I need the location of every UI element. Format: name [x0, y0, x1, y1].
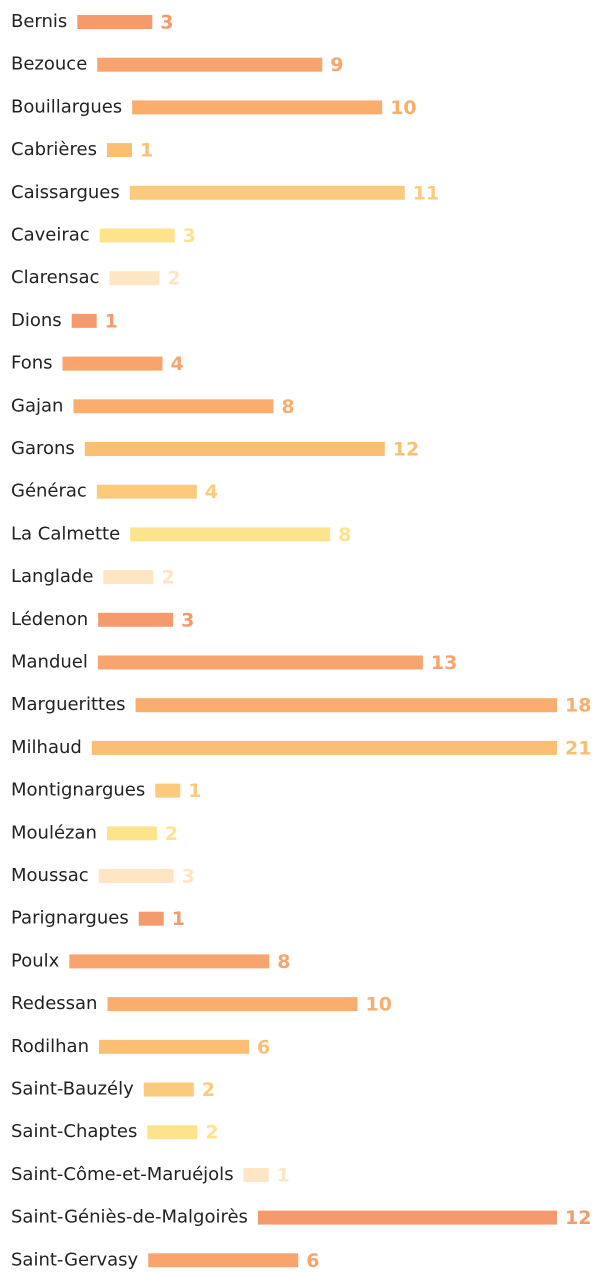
category-label: Saint-Chaptes — [11, 1121, 137, 1142]
category-label: Générac — [11, 481, 87, 502]
bar — [98, 869, 174, 883]
category-label: Clarensac — [11, 267, 99, 288]
bar — [69, 954, 270, 969]
bar — [73, 399, 274, 414]
bar — [135, 698, 557, 713]
bar — [91, 740, 557, 755]
category-label: Moulézan — [11, 822, 97, 843]
value-label: 3 — [183, 225, 196, 247]
bar — [96, 484, 197, 499]
value-label: 4 — [205, 481, 218, 503]
category-label: Parignargues — [11, 908, 129, 929]
value-label: 2 — [167, 268, 180, 290]
bar — [77, 15, 153, 29]
bar — [129, 185, 405, 200]
bar — [97, 57, 323, 72]
bar — [155, 783, 181, 798]
bar — [106, 826, 157, 841]
category-label: Dions — [11, 310, 62, 331]
value-label: 4 — [171, 353, 184, 375]
category-label: Saint-Gervasy — [11, 1249, 139, 1270]
value-label: 2 — [205, 1122, 218, 1144]
value-label: 1 — [172, 908, 185, 930]
category-label: Milhaud — [11, 737, 82, 758]
category-label: Moussac — [11, 865, 89, 886]
category-label: Montignargues — [11, 780, 145, 801]
value-label: 12 — [565, 1207, 591, 1229]
bar — [243, 1167, 269, 1182]
category-label: Poulx — [11, 950, 60, 971]
value-label: 11 — [413, 182, 439, 204]
bar — [132, 100, 383, 115]
bar — [147, 1125, 198, 1140]
category-label: Marguerittes — [11, 694, 126, 715]
category-label: Bouillargues — [11, 96, 122, 117]
value-label: 10 — [365, 994, 391, 1016]
value-label: 3 — [160, 12, 173, 34]
category-label: Redessan — [11, 993, 97, 1014]
value-label: 21 — [565, 737, 591, 759]
bar — [71, 313, 97, 328]
category-label: Rodilhan — [11, 1036, 89, 1057]
category-label: Caissargues — [11, 182, 120, 203]
bar — [97, 655, 423, 670]
category-label: Lédenon — [11, 609, 88, 630]
bar — [138, 911, 164, 926]
value-label: 12 — [393, 439, 419, 461]
value-label: 6 — [306, 1250, 319, 1272]
category-label: Gajan — [11, 395, 63, 416]
category-label: Garons — [11, 438, 75, 459]
value-label: 8 — [338, 524, 351, 546]
category-label: Fons — [11, 353, 53, 374]
value-label: 2 — [202, 1079, 215, 1101]
value-label: 1 — [105, 310, 118, 332]
bar — [62, 356, 163, 371]
value-label: 8 — [277, 951, 290, 973]
bar — [99, 228, 175, 243]
value-label: 18 — [565, 695, 591, 717]
bar — [98, 612, 174, 627]
value-label: 9 — [330, 54, 343, 76]
value-label: 2 — [165, 823, 178, 845]
value-label: 1 — [277, 1164, 290, 1186]
bar — [107, 997, 358, 1012]
bar — [143, 1082, 194, 1097]
category-label: Caveirac — [11, 225, 90, 246]
bar — [130, 527, 331, 542]
value-label: 3 — [182, 866, 195, 888]
bar — [99, 1039, 249, 1054]
value-label: 6 — [257, 1036, 270, 1058]
category-label: Bezouce — [11, 54, 87, 75]
value-label: 1 — [140, 140, 153, 162]
category-label: Saint-Bauzély — [11, 1079, 134, 1100]
value-label: 1 — [188, 780, 201, 802]
value-label: 13 — [431, 652, 457, 674]
category-label: Langlade — [11, 566, 93, 587]
bar — [84, 442, 385, 456]
value-label: 2 — [161, 567, 174, 589]
category-label: Manduel — [11, 652, 88, 673]
bar — [148, 1253, 299, 1268]
category-label: Cabrières — [11, 139, 97, 160]
value-label: 8 — [281, 396, 294, 418]
bar — [257, 1210, 557, 1225]
category-label: Bernis — [11, 11, 67, 32]
category-label: Saint-Géniès-de-Malgoirès — [11, 1207, 248, 1228]
value-label: 3 — [181, 609, 194, 631]
bar — [103, 570, 154, 585]
bar — [106, 143, 132, 158]
category-label: La Calmette — [11, 523, 120, 544]
bar — [109, 271, 160, 286]
category-label: Saint-Côme-et-Maruéjols — [11, 1164, 234, 1185]
value-label: 10 — [390, 97, 416, 119]
